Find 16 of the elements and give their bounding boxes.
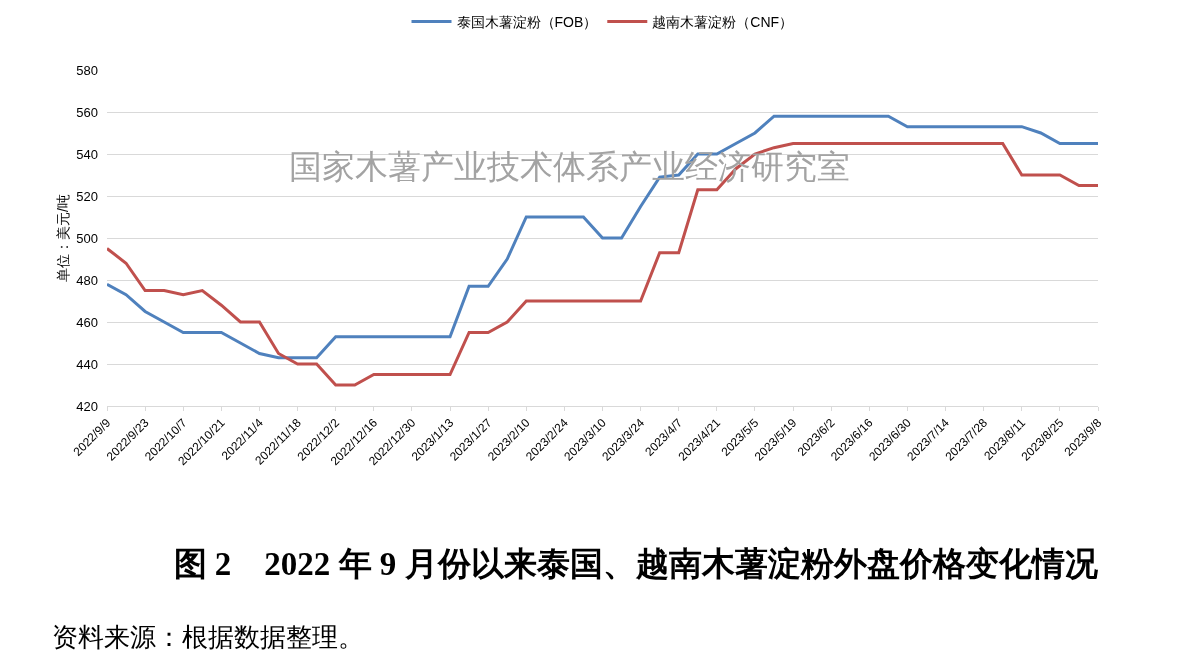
y-tick-label: 420: [76, 398, 98, 414]
y-axis-title: 单位：美元/吨: [54, 194, 71, 282]
y-tick-label: 580: [76, 62, 98, 78]
y-tick-label: 520: [76, 188, 98, 204]
y-tick-label: 540: [76, 146, 98, 162]
legend-label: 泰国木薯淀粉（FOB）: [456, 14, 598, 31]
y-tick-label: 460: [76, 314, 98, 330]
y-tick-label: 440: [76, 356, 98, 372]
text: 图 2 2022 年 9 月份以来泰国、越南木薯淀粉外盘价格变化情况: [173, 545, 1099, 582]
y-tick-label: 500: [76, 230, 98, 246]
line-series: [107, 142, 1098, 387]
y-tick-label: 480: [76, 272, 98, 288]
y-tick-label: 560: [76, 104, 98, 120]
text: 资料来源：根据数据整理。: [52, 623, 364, 652]
legend-label: 越南木薯淀粉（CNF）: [652, 14, 794, 31]
line-series: [107, 114, 1098, 360]
